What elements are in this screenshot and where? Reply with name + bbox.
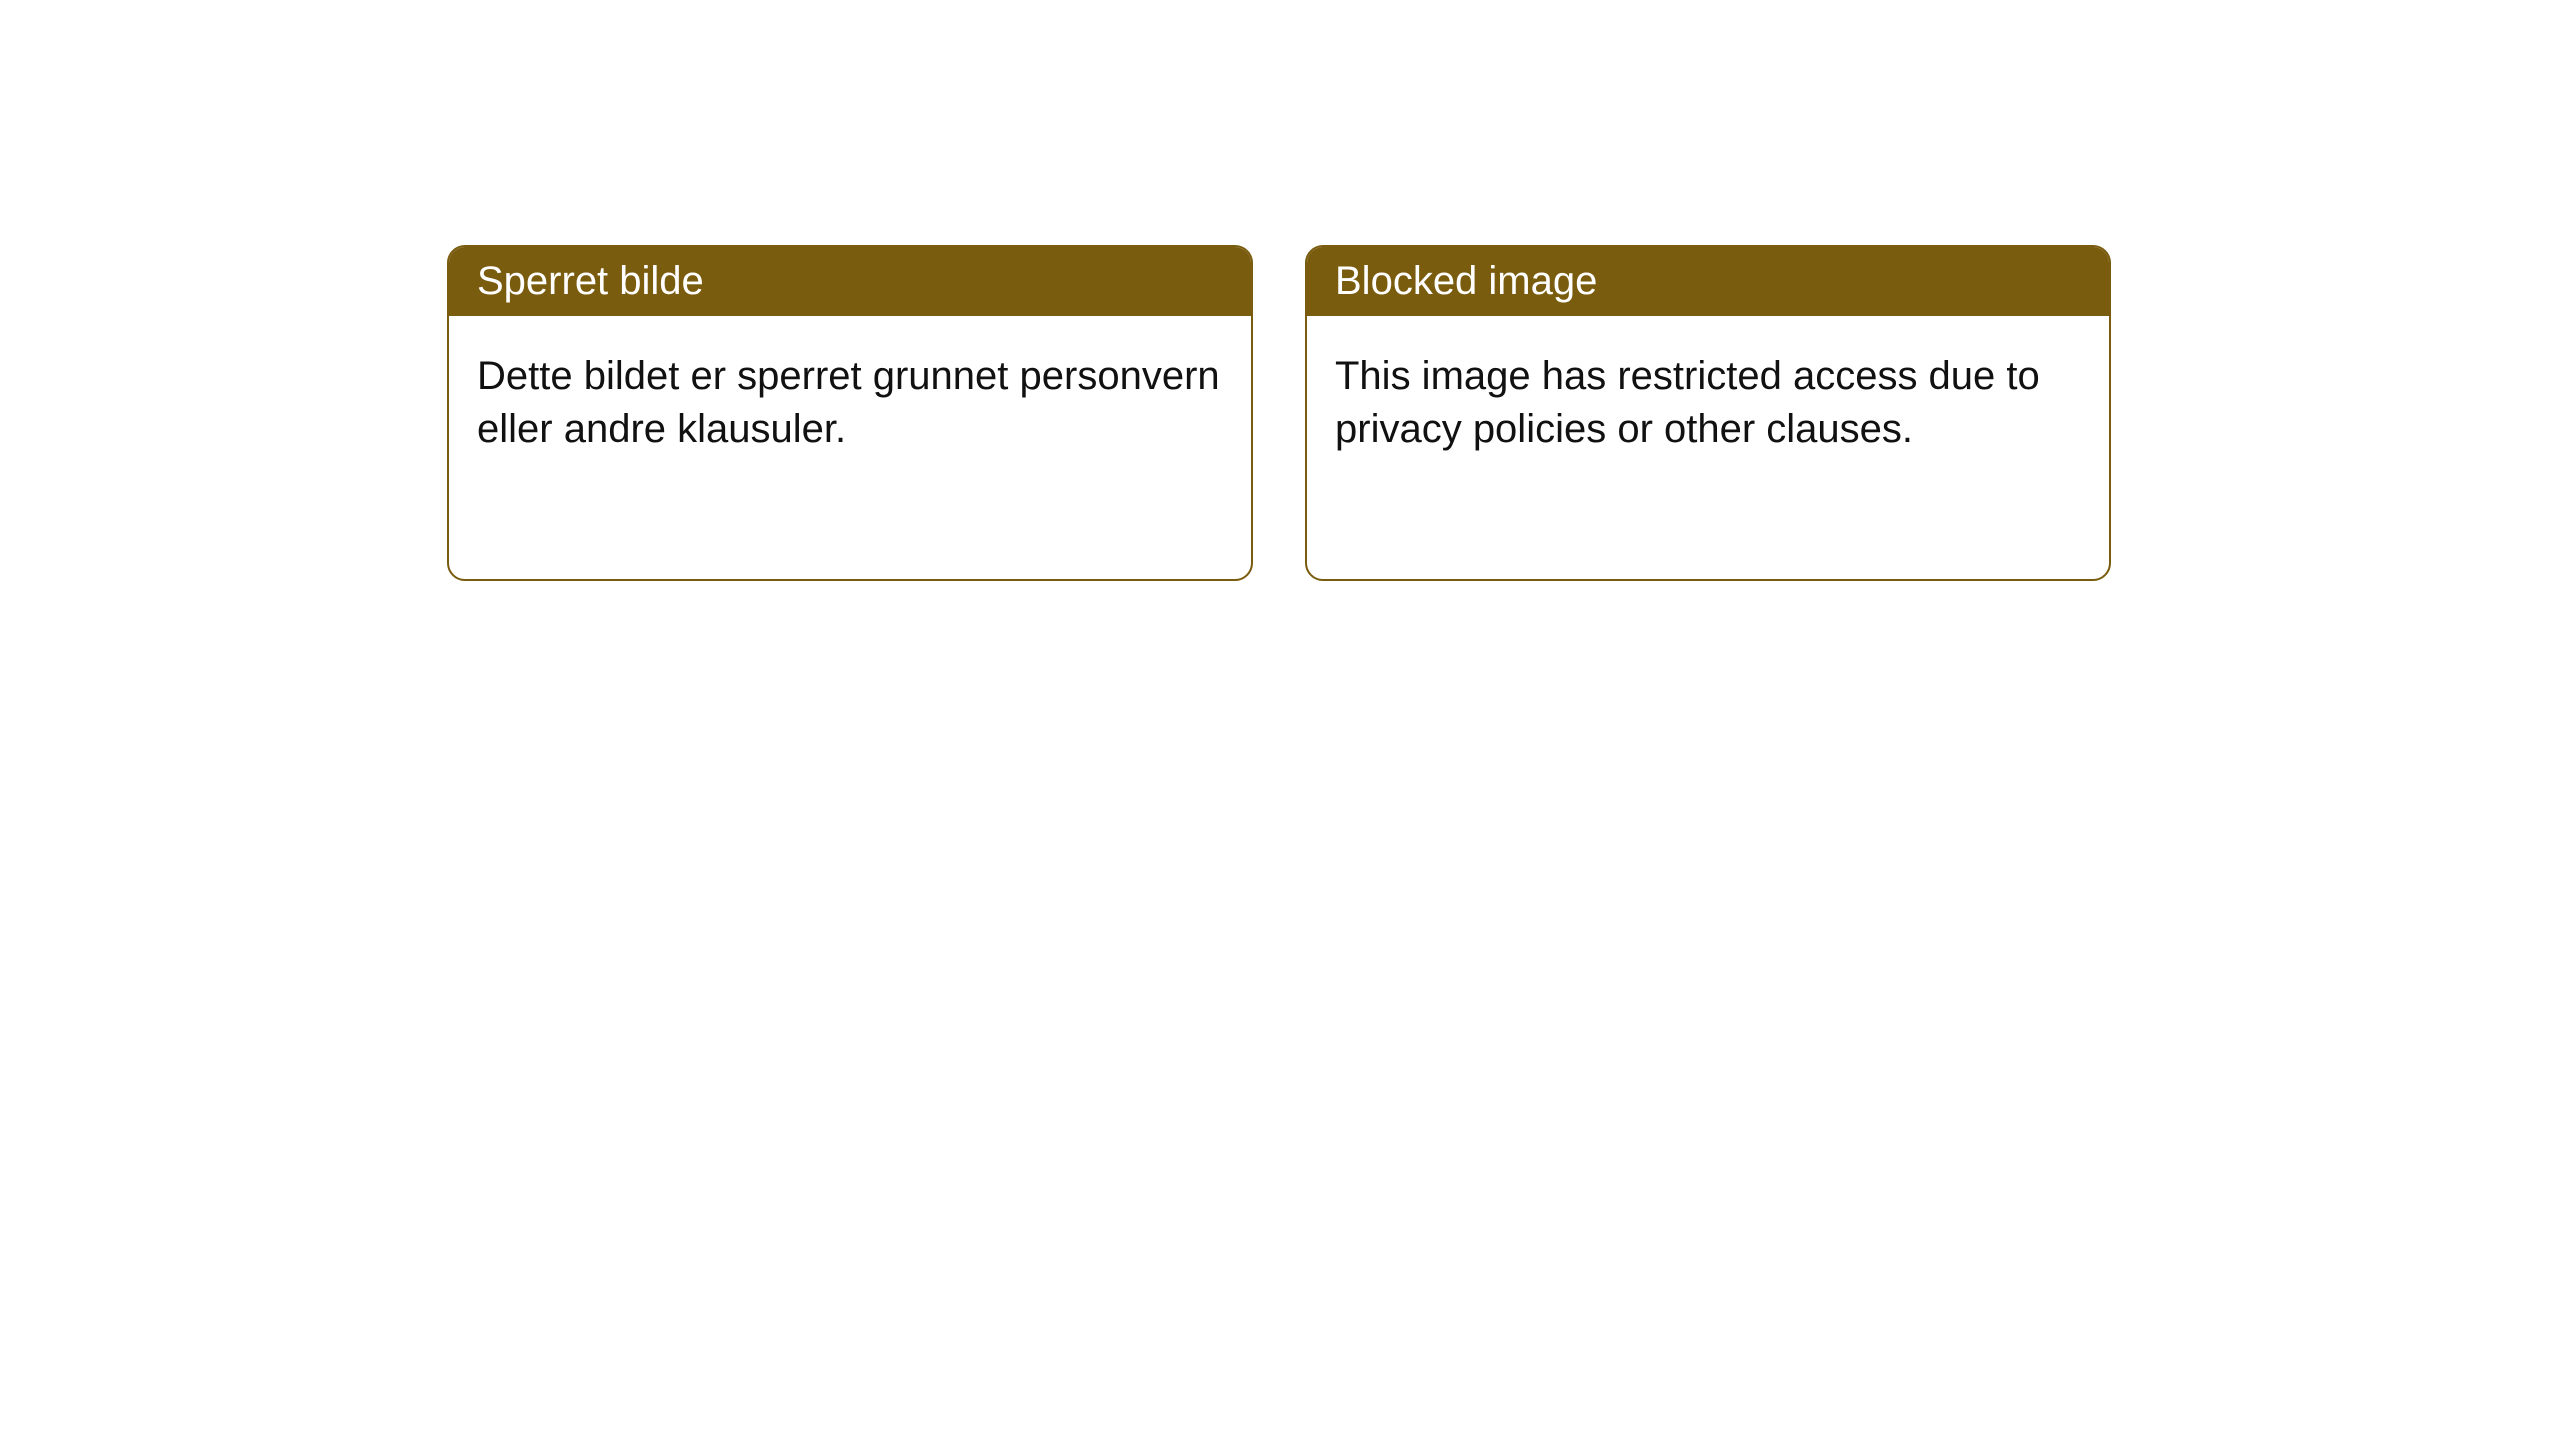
blocked-image-card-en: Blocked image This image has restricted … — [1305, 245, 2111, 581]
notice-cards-row: Sperret bilde Dette bildet er sperret gr… — [0, 0, 2560, 581]
card-body-en: This image has restricted access due to … — [1307, 316, 2109, 490]
card-title-en: Blocked image — [1307, 247, 2109, 316]
card-title-no: Sperret bilde — [449, 247, 1251, 316]
card-body-no: Dette bildet er sperret grunnet personve… — [449, 316, 1251, 490]
blocked-image-card-no: Sperret bilde Dette bildet er sperret gr… — [447, 245, 1253, 581]
